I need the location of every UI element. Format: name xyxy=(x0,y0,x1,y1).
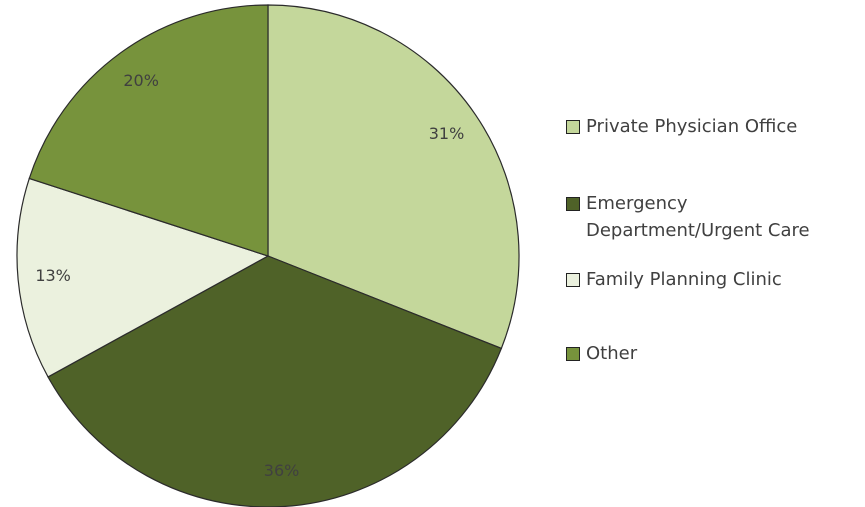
legend-item: Private Physician Office xyxy=(566,113,856,140)
pie-slice xyxy=(16,177,270,378)
legend-label: Private Physician Office xyxy=(586,116,798,137)
legend-item: Family Planning Clinic xyxy=(566,266,856,293)
legend-swatch xyxy=(566,197,580,211)
data-label: 20% xyxy=(123,71,159,90)
pie-slice xyxy=(28,4,269,257)
legend-item: Emergency Department/Urgent Care xyxy=(566,190,856,244)
legend-swatch xyxy=(566,273,580,287)
pie-slice xyxy=(267,4,520,350)
data-label: 13% xyxy=(35,266,71,285)
legend-item: Other xyxy=(566,340,856,367)
data-label: 31% xyxy=(429,124,465,143)
legend-label: Family Planning Clinic xyxy=(586,269,782,290)
legend-label: Emergency Department/Urgent Care xyxy=(586,193,810,241)
data-label: 36% xyxy=(264,461,300,480)
legend-swatch xyxy=(566,120,580,134)
legend-label: Other xyxy=(586,343,638,364)
legend-swatch xyxy=(566,347,580,361)
